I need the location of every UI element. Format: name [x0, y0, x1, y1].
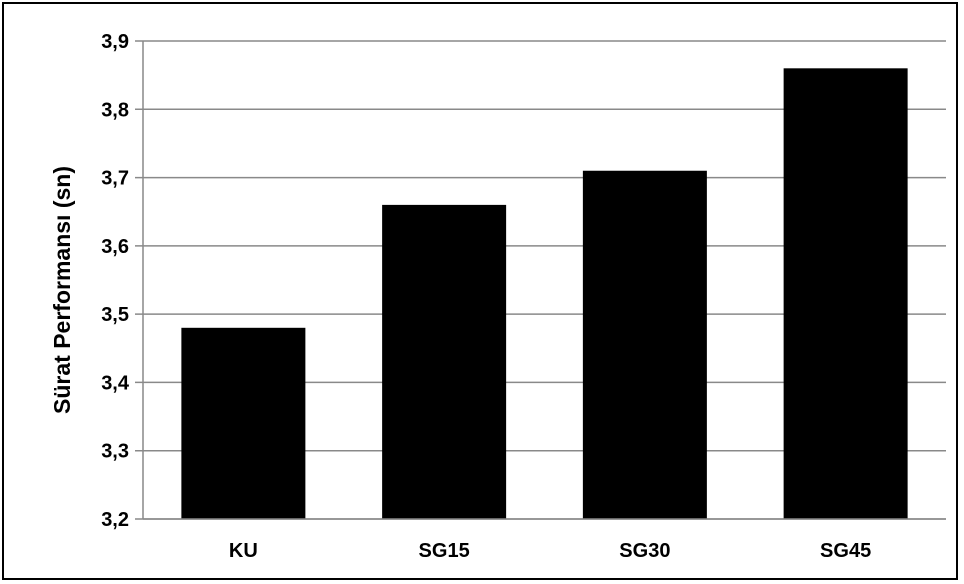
- y-tick-label: 3,2: [101, 509, 129, 531]
- x-tick-labels: KU SG15 SG30 SG45: [229, 540, 871, 562]
- y-tick-label: 3,5: [101, 304, 129, 326]
- y-tick-label: 3,6: [101, 236, 129, 258]
- y-tick-labels: 3,2 3,3 3,4 3,5 3,6 3,7 3,8 3,9: [101, 31, 130, 531]
- bar-sg45: [783, 68, 908, 520]
- y-tick-label: 3,8: [101, 99, 129, 121]
- x-tick-label: KU: [229, 540, 258, 562]
- axes: [142, 41, 946, 520]
- x-tick-label: SG15: [419, 540, 470, 562]
- y-tick-label: 3,9: [101, 31, 129, 53]
- bar-sg15: [382, 204, 507, 519]
- y-tick-label: 3,4: [101, 372, 130, 394]
- bar-ku: [181, 327, 306, 519]
- bars: [181, 68, 908, 520]
- x-tick-label: SG30: [619, 540, 670, 562]
- y-axis-title: Sürat Performansı (sn): [49, 166, 75, 414]
- bar-sg30: [582, 170, 707, 519]
- y-tick-label: 3,3: [101, 441, 129, 463]
- x-tick-label: SG45: [820, 540, 871, 562]
- y-tick-label: 3,7: [101, 168, 129, 190]
